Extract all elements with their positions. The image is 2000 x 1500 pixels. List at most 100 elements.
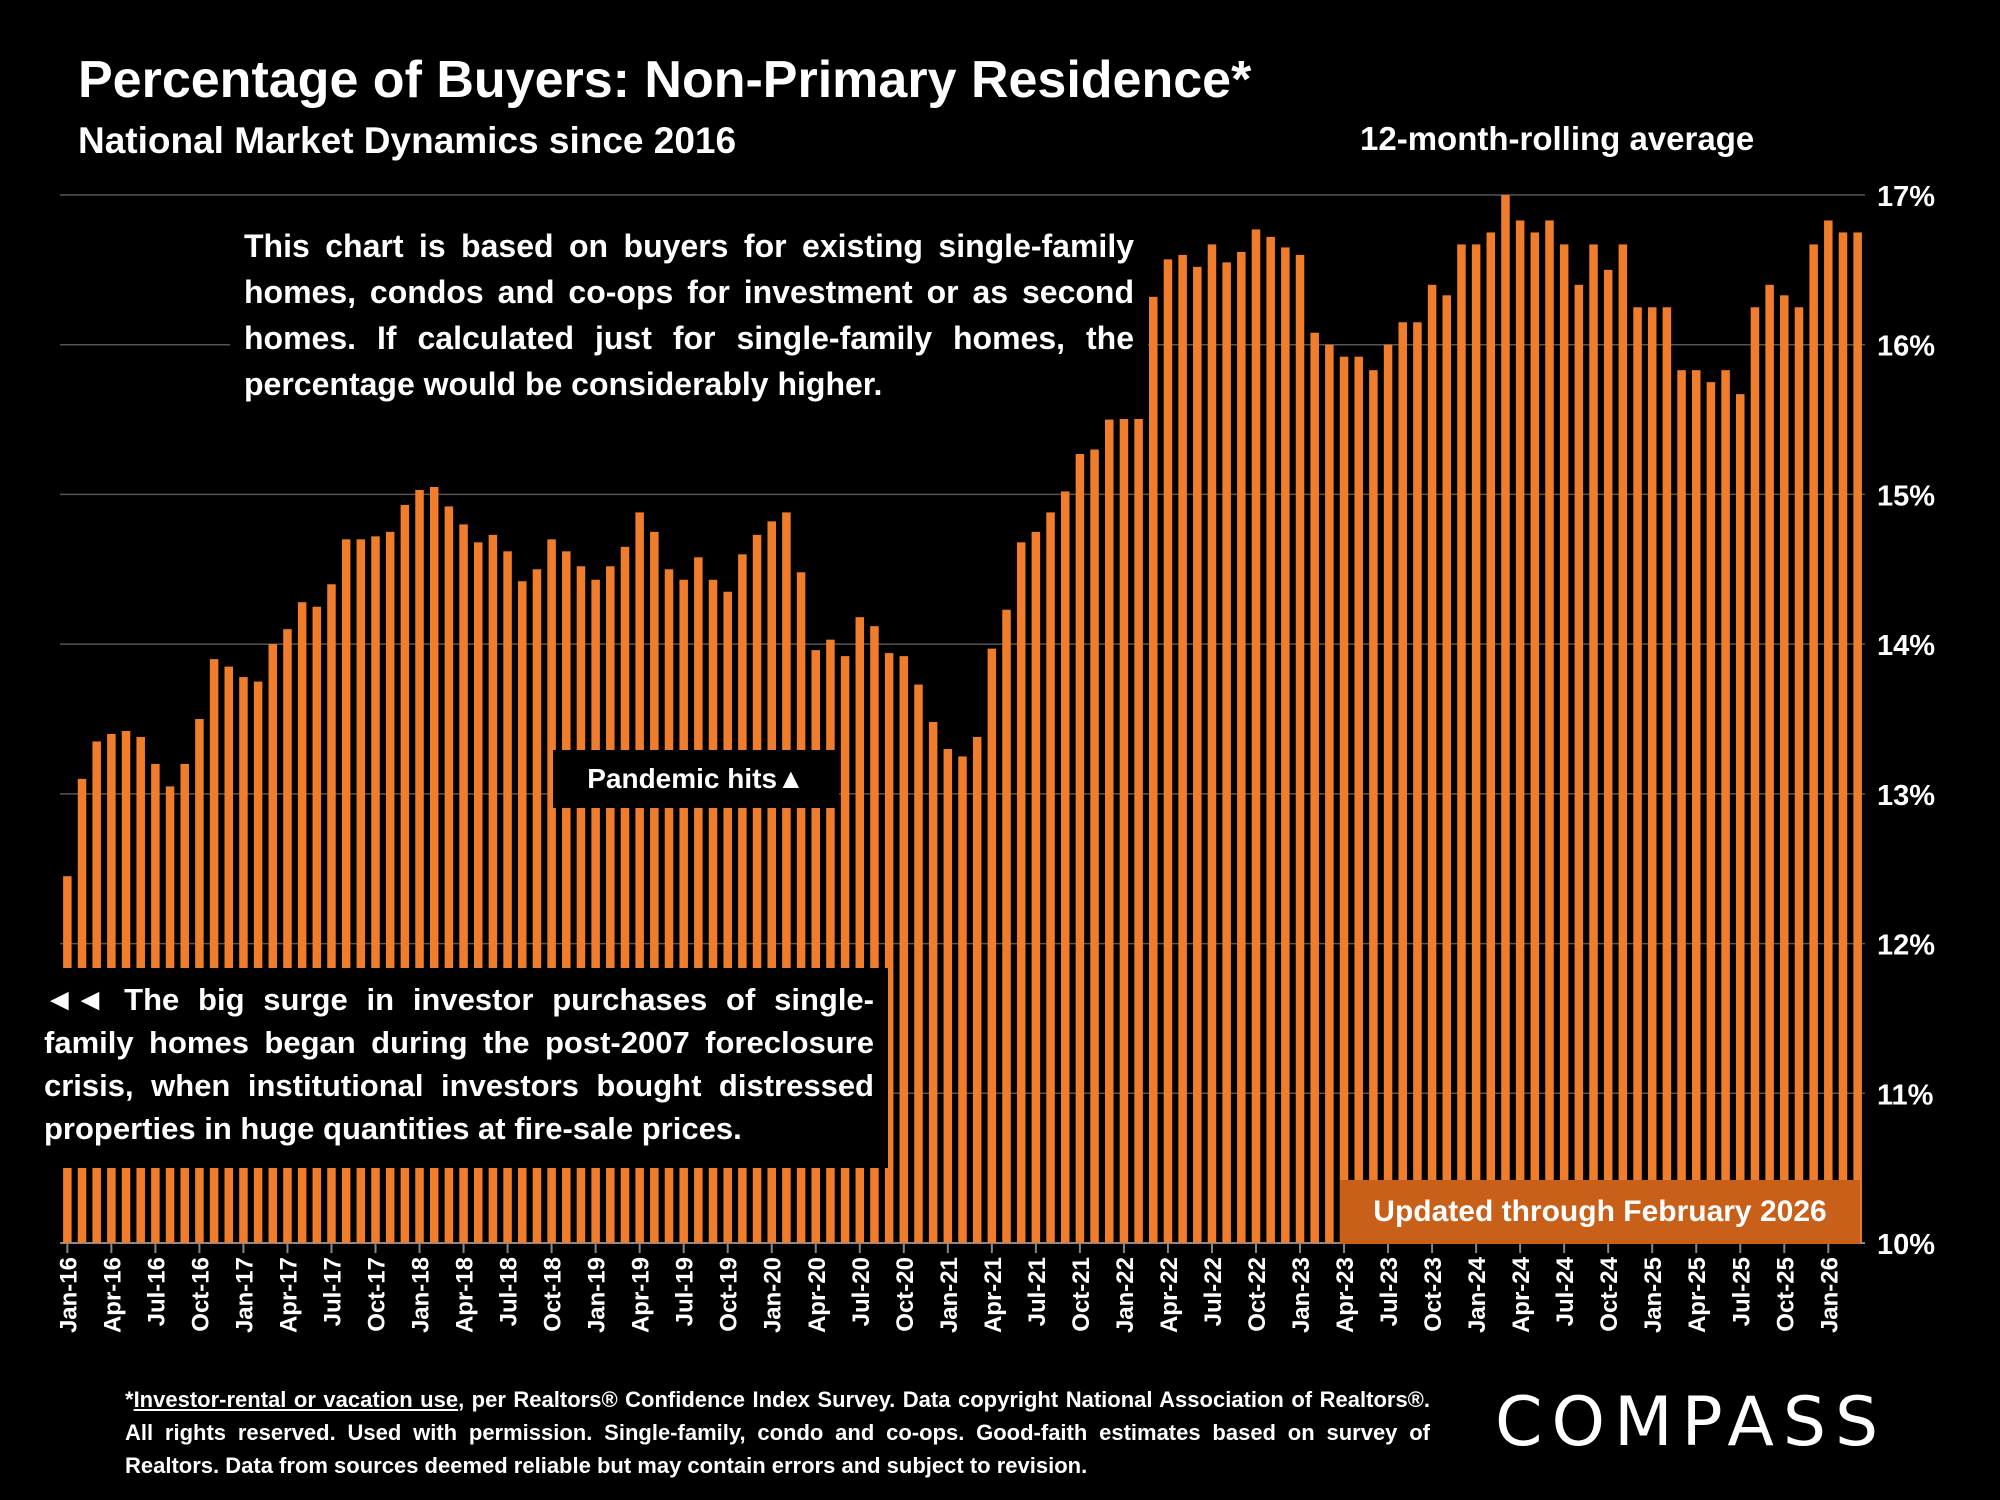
x-tick-label: Oct-16 <box>187 1257 214 1332</box>
bar <box>385 531 395 1243</box>
bar <box>1530 232 1540 1243</box>
bar <box>327 584 336 1243</box>
page-title: Percentage of Buyers: Non-Primary Reside… <box>78 51 1252 109</box>
bar <box>591 579 600 1243</box>
bar <box>1222 262 1231 1243</box>
compass-logo: COMPASS <box>1495 1383 1888 1462</box>
bar <box>1589 244 1598 1244</box>
bar <box>914 684 923 1243</box>
bar <box>1780 295 1789 1243</box>
bar <box>650 531 659 1243</box>
bar <box>1515 220 1525 1244</box>
x-tick-label: Oct-22 <box>1244 1257 1271 1332</box>
x-tick-label: Apr-21 <box>980 1257 1007 1333</box>
bar <box>1383 344 1393 1243</box>
bar <box>1691 370 1701 1243</box>
bar <box>723 591 732 1243</box>
bar <box>415 489 424 1243</box>
bar <box>1031 531 1041 1243</box>
bar <box>1501 195 1510 1243</box>
bar <box>987 648 997 1243</box>
x-tick-label: Jul-21 <box>1024 1257 1051 1326</box>
bar-series <box>63 195 1862 1244</box>
y-tick-label: 12% <box>1877 930 1935 962</box>
bar <box>928 721 938 1243</box>
x-tick-label: Jul-17 <box>319 1257 346 1326</box>
bar <box>209 659 219 1243</box>
y-axis-ticks: 10% 11% 12% 13% 14% 15% 16% 17% <box>1877 181 1935 1261</box>
bar <box>635 512 644 1243</box>
bar <box>943 748 953 1243</box>
bar <box>1647 307 1657 1243</box>
y-tick-label: 17% <box>1877 181 1935 213</box>
bar <box>1427 284 1437 1243</box>
bar <box>1618 244 1628 1244</box>
bar <box>1750 307 1760 1243</box>
bar <box>1075 454 1085 1243</box>
bar <box>620 546 630 1243</box>
bar <box>1574 284 1584 1243</box>
x-tick-label: Jul-22 <box>1200 1257 1227 1326</box>
bar <box>1838 232 1848 1243</box>
x-tick-label: Apr-20 <box>804 1257 831 1333</box>
x-tick-label: Oct-19 <box>716 1257 743 1332</box>
bar <box>811 650 821 1243</box>
bar <box>1369 370 1378 1243</box>
bar <box>503 551 512 1243</box>
bar <box>708 579 718 1243</box>
x-tick-label: Jan-16 <box>55 1257 82 1333</box>
bar <box>547 539 556 1243</box>
bar <box>782 512 791 1243</box>
x-tick-label: Jan-17 <box>231 1257 258 1333</box>
x-tick-label: Jul-19 <box>672 1257 699 1326</box>
bar <box>1266 236 1275 1244</box>
x-tick-label: Oct-24 <box>1596 1256 1623 1331</box>
x-tick-label: Oct-20 <box>892 1257 919 1332</box>
bar <box>1545 220 1554 1244</box>
bar <box>958 756 967 1243</box>
bar <box>532 569 542 1243</box>
x-tick-label: Jan-19 <box>584 1257 611 1333</box>
bar <box>1662 307 1672 1243</box>
bar <box>268 644 278 1243</box>
bar <box>429 486 439 1243</box>
bar <box>1457 244 1466 1244</box>
bar <box>488 534 498 1243</box>
bar <box>1721 370 1730 1243</box>
bar <box>694 557 703 1243</box>
bar <box>1090 449 1099 1243</box>
x-tick-label: Apr-16 <box>99 1257 126 1333</box>
bar <box>1413 322 1422 1243</box>
footnote-asterisk: * <box>125 1387 134 1412</box>
bar <box>1354 356 1363 1244</box>
bar <box>1603 269 1613 1243</box>
bar <box>562 551 571 1243</box>
bar <box>518 581 527 1243</box>
x-tick-label: Oct-17 <box>364 1257 391 1332</box>
bar <box>444 506 454 1243</box>
chart-note-top: This chart is based on buyers for existi… <box>230 215 1148 419</box>
bar <box>576 566 586 1243</box>
bar <box>371 536 380 1243</box>
x-tick-label: Apr-22 <box>1156 1257 1183 1333</box>
x-tick-label: Jul-24 <box>1552 1256 1579 1326</box>
bar <box>224 666 234 1243</box>
y-tick-label: 16% <box>1877 331 1935 363</box>
x-tick-label: Jan-22 <box>1112 1257 1139 1333</box>
bar <box>1339 356 1349 1244</box>
bar <box>1471 244 1481 1244</box>
bar <box>855 617 865 1243</box>
pandemic-annotation: Pandemic hits▲ <box>553 750 839 808</box>
bar <box>1060 491 1070 1243</box>
x-tick-label: Jul-25 <box>1728 1257 1755 1326</box>
x-tick-label: Apr-18 <box>452 1257 479 1333</box>
bar <box>1237 251 1246 1244</box>
bar <box>1134 329 1143 1243</box>
bar <box>1295 254 1305 1243</box>
footnote-link[interactable]: Investor-rental or vacation use <box>133 1387 459 1412</box>
bar <box>283 629 292 1243</box>
bar <box>752 534 762 1243</box>
bar <box>1251 229 1261 1244</box>
bar <box>356 539 366 1243</box>
